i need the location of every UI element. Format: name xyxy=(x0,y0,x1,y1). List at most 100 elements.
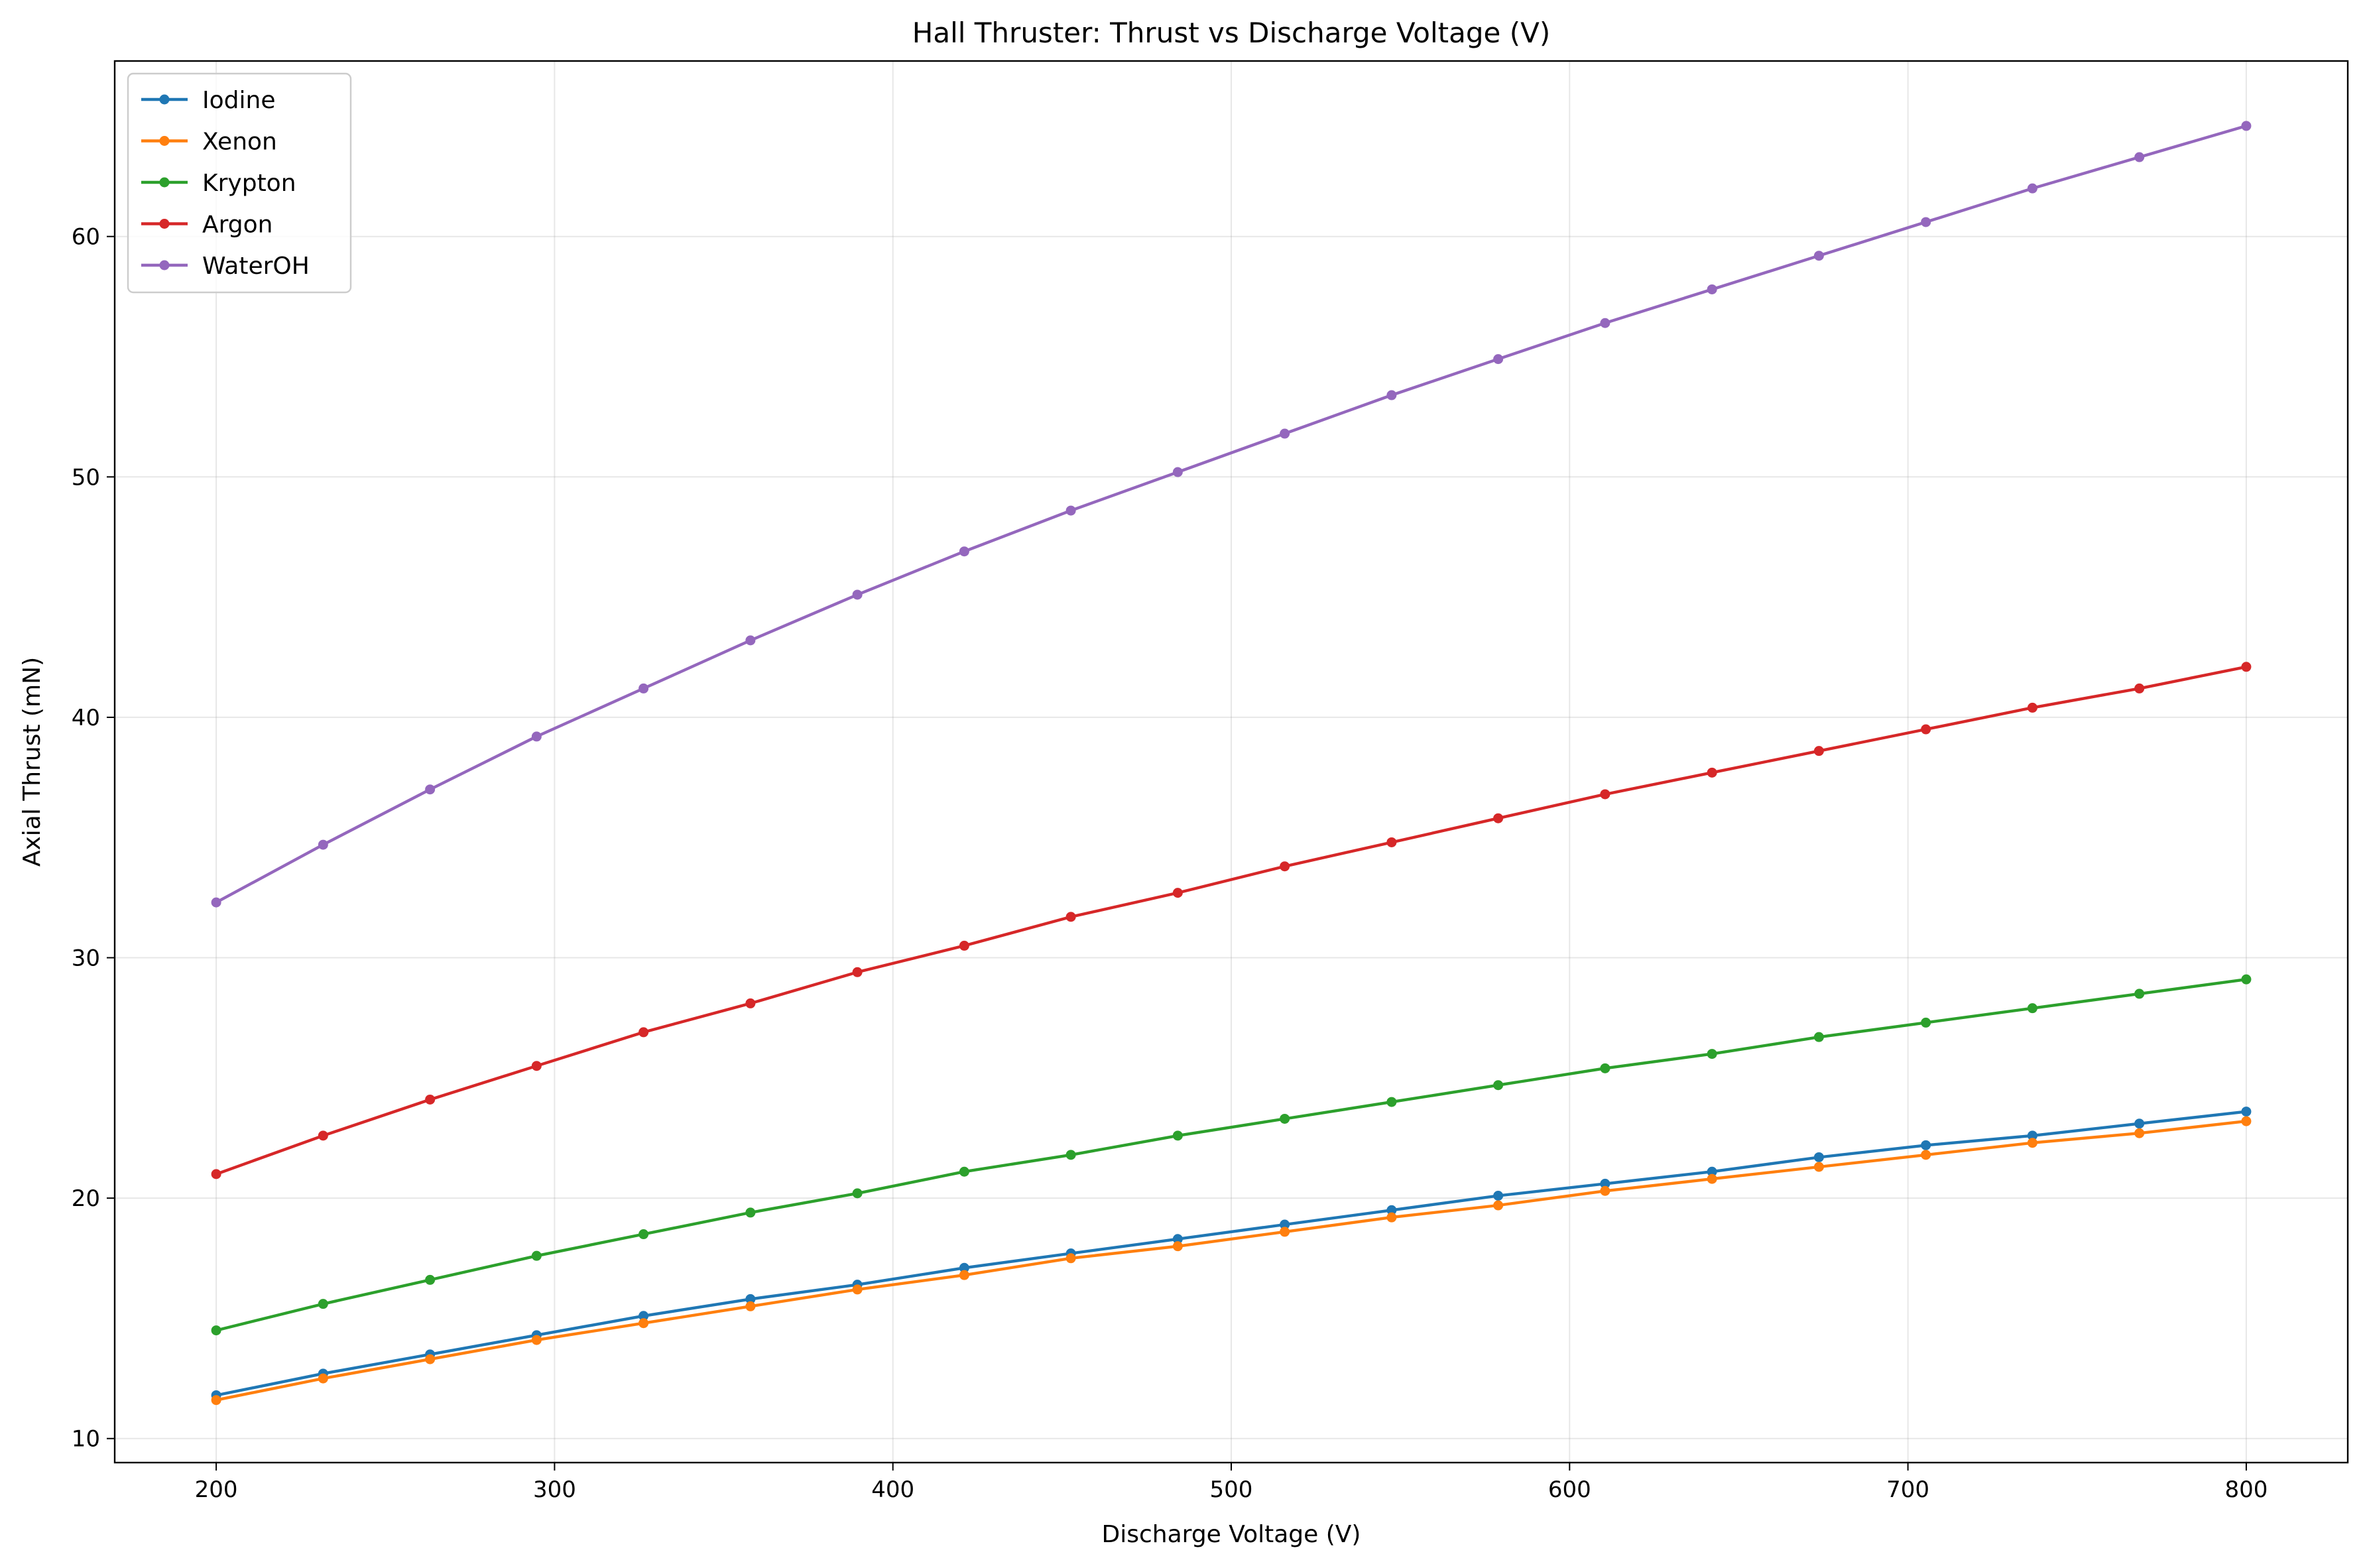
y-tick-label: 50 xyxy=(72,464,100,491)
x-tick-label: 700 xyxy=(1886,1477,1929,1503)
data-point-xenon xyxy=(1065,1253,1076,1264)
data-point-krypton xyxy=(1493,1080,1504,1091)
data-point-xenon xyxy=(1172,1241,1183,1252)
data-point-xenon xyxy=(1921,1150,1931,1160)
x-axis-label: Discharge Voltage (V) xyxy=(1102,1521,1361,1548)
y-axis: 10 20 30 40 50 60 xyxy=(72,224,115,1453)
data-point-xenon xyxy=(638,1318,649,1329)
data-point-krypton xyxy=(1172,1130,1183,1141)
data-point-krypton xyxy=(745,1207,756,1218)
legend-swatch-marker xyxy=(159,260,170,271)
data-point-argon xyxy=(1280,861,1290,872)
data-point-argon xyxy=(638,1027,649,1038)
data-point-iodine xyxy=(2027,1130,2037,1141)
data-point-wateroh xyxy=(2134,152,2145,162)
data-point-xenon xyxy=(2241,1116,2252,1126)
y-tick-label: 20 xyxy=(72,1185,100,1212)
x-tick-label: 300 xyxy=(533,1477,576,1503)
y-axis-label: Axial Thrust (mN) xyxy=(19,657,46,867)
data-point-krypton xyxy=(1386,1097,1397,1107)
legend-item-xenon: Xenon xyxy=(141,129,277,156)
series-line-xenon xyxy=(214,1119,2248,1402)
series-line-krypton xyxy=(214,977,2248,1332)
data-point-wateroh xyxy=(1065,505,1076,516)
legend-label: WaterOH xyxy=(202,253,310,280)
data-point-wateroh xyxy=(1600,318,1610,328)
grid xyxy=(115,61,2348,1463)
series-line-argon xyxy=(214,665,2248,1176)
data-point-krypton xyxy=(959,1166,969,1177)
data-point-wateroh xyxy=(1707,284,1717,294)
data-point-wateroh xyxy=(1280,428,1290,439)
data-point-iodine xyxy=(1707,1166,1717,1177)
data-point-iodine xyxy=(1386,1205,1397,1215)
series-xenon xyxy=(211,1116,2252,1406)
data-point-argon xyxy=(745,998,756,1008)
legend-label: Argon xyxy=(202,211,273,239)
data-point-xenon xyxy=(1493,1200,1504,1211)
data-point-xenon xyxy=(1280,1227,1290,1237)
legend-item-krypton: Krypton xyxy=(141,170,296,197)
data-point-wateroh xyxy=(1386,390,1397,400)
series-wateroh xyxy=(211,121,2252,908)
data-point-wateroh xyxy=(1921,217,1931,227)
legend-box xyxy=(127,72,352,294)
data-point-xenon xyxy=(2027,1138,2037,1148)
data-point-xenon xyxy=(1813,1162,1824,1172)
legend-label: Iodine xyxy=(202,87,275,114)
data-point-iodine xyxy=(1493,1191,1504,1201)
data-point-krypton xyxy=(2027,1003,2037,1014)
data-point-iodine xyxy=(1280,1219,1290,1230)
data-point-xenon xyxy=(2134,1128,2145,1138)
y-tick-label: 10 xyxy=(72,1426,100,1453)
data-point-xenon xyxy=(959,1270,969,1280)
data-point-xenon xyxy=(852,1284,863,1295)
data-point-wateroh xyxy=(1493,354,1504,365)
data-point-krypton xyxy=(1065,1150,1076,1160)
data-point-xenon xyxy=(211,1395,221,1406)
data-point-argon xyxy=(2134,683,2145,694)
x-tick-label: 400 xyxy=(871,1477,914,1503)
data-point-argon xyxy=(852,967,863,977)
data-point-krypton xyxy=(531,1250,542,1261)
data-point-argon xyxy=(1921,724,1931,735)
x-tick-label: 800 xyxy=(2224,1477,2268,1503)
y-tick-label: 60 xyxy=(72,224,100,251)
legend-label: Xenon xyxy=(202,129,277,156)
data-point-argon xyxy=(1707,767,1717,778)
data-point-wateroh xyxy=(745,635,756,646)
data-point-xenon xyxy=(318,1373,328,1384)
data-point-argon xyxy=(2241,662,2252,672)
chart-title: Hall Thruster: Thrust vs Discharge Volta… xyxy=(912,17,1550,49)
data-point-wateroh xyxy=(852,589,863,600)
data-point-iodine xyxy=(745,1294,756,1304)
legend-swatch-marker xyxy=(159,219,170,229)
x-axis: 200 300 400 500 600 700 800 xyxy=(195,1463,2268,1503)
y-tick-label: 30 xyxy=(72,945,100,972)
data-point-krypton xyxy=(211,1325,221,1336)
data-point-krypton xyxy=(1600,1063,1610,1073)
data-point-krypton xyxy=(1707,1049,1717,1059)
data-point-wateroh xyxy=(638,683,649,694)
data-point-argon xyxy=(425,1094,436,1105)
data-point-wateroh xyxy=(2241,121,2252,131)
data-point-krypton xyxy=(638,1229,649,1240)
legend-swatch-marker xyxy=(159,136,170,146)
data-point-iodine xyxy=(1921,1140,1931,1150)
data-point-iodine xyxy=(1600,1178,1610,1189)
legend-label: Krypton xyxy=(202,170,296,197)
legend-item-argon: Argon xyxy=(141,211,273,239)
data-point-iodine xyxy=(1172,1234,1183,1244)
legend-item-wateroh: WaterOH xyxy=(141,253,310,280)
legend-swatch-marker xyxy=(159,94,170,105)
data-point-xenon xyxy=(745,1301,756,1311)
data-point-argon xyxy=(1172,888,1183,898)
data-point-iodine xyxy=(959,1262,969,1273)
data-point-xenon xyxy=(1707,1174,1717,1184)
data-point-argon xyxy=(531,1061,542,1071)
data-point-argon xyxy=(1813,746,1824,756)
data-point-argon xyxy=(211,1169,221,1179)
data-point-wateroh xyxy=(211,897,221,908)
y-tick-label: 40 xyxy=(72,705,100,731)
x-tick-label: 500 xyxy=(1210,1477,1253,1503)
